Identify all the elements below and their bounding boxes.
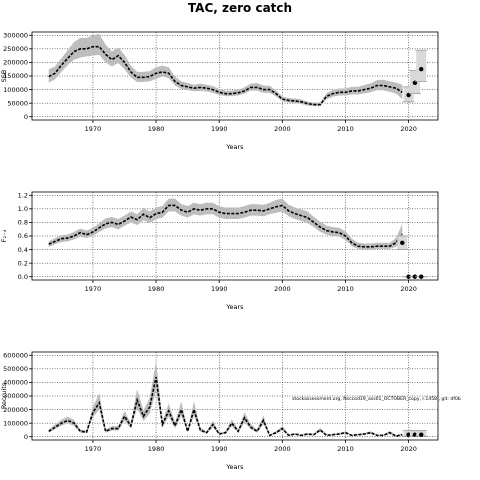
source-annotation: stockassessment.org, Nsccod19_ass01_OCTO…: [292, 396, 461, 402]
f24-xtick-label-2000: 2000: [274, 285, 291, 293]
figure-title: TAC, zero catch: [188, 1, 292, 15]
recruits-xtick-label-1980: 1980: [148, 445, 165, 453]
recruits-ytick-label-4: 400000: [3, 379, 28, 387]
f24-forecast-point-2020: [406, 274, 411, 279]
recruits-ytick-label-2: 200000: [3, 406, 28, 414]
ssb-xtick-label-1980: 1980: [148, 125, 165, 133]
f24-xtick-label-1980: 1980: [148, 285, 165, 293]
f24-ytick-label-5: 1.0: [18, 205, 28, 213]
f24-ytick-label-1: 0.2: [18, 259, 28, 267]
f24-panel: 1970 1980 1990 2000 2010 2020 0.0 0.2 0.4 0.6 0.8 1…: [0, 191, 439, 311]
recruits-forecast-point-2022: [419, 432, 424, 437]
recruits-panel: 1970 1980 1990 2000 2010 2020 0 100000 200000 300…: [0, 351, 439, 471]
recruits-ytick-label-5: 500000: [3, 365, 28, 373]
ssb-confidence-band: [48, 33, 403, 107]
f24-ytick-label-2: 0.4: [18, 246, 28, 254]
f24-xtick-label-2010: 2010: [337, 285, 354, 293]
recruits-ytick-label-0: 0: [24, 433, 28, 441]
f24-ylabel: F₂₋₄: [0, 229, 8, 242]
f24-estimate-line: [48, 204, 403, 248]
recruits-xtick-label-2000: 2000: [274, 445, 291, 453]
ssb-ytick-label-1: 50000: [7, 99, 28, 107]
f24-ytick-label-4: 0.8: [18, 219, 28, 227]
f24-xtick-label-2020: 2020: [400, 285, 417, 293]
recruits-xlabel: Years: [225, 463, 244, 471]
ssb-ytick-label-3: 150000: [3, 72, 28, 80]
f24-confidence-band: [48, 198, 403, 250]
recruits-ylabel: Recruits: [0, 382, 8, 409]
recruits-xtick-label-2010: 2010: [337, 445, 354, 453]
f24-xtick-label-1970: 1970: [85, 285, 102, 293]
f24-ytick-label-6: 1.2: [18, 191, 28, 199]
recruits-xtick-label-2020: 2020: [400, 445, 417, 453]
ssb-xlabel: Years: [225, 143, 244, 151]
ssb-forecast-point-2022: [419, 67, 424, 72]
f24-forecast-point-2022: [419, 274, 424, 279]
ssb-estimate-line: [48, 45, 403, 106]
ssb-ytick-label-0: 0: [24, 113, 28, 121]
ssb-xtick-label-2020: 2020: [400, 125, 417, 133]
recruits-ytick-label-6: 600000: [3, 351, 28, 359]
f24-ytick-label-0: 0.0: [18, 273, 28, 281]
recruits-xtick-label-1970: 1970: [85, 445, 102, 453]
f24-forecast-point-2021: [412, 274, 418, 279]
ssb-forecast-interval-2022: [416, 50, 427, 82]
ssb-ytick-label-4: 200000: [3, 59, 28, 67]
ssb-ytick-label-6: 300000: [3, 31, 28, 39]
ssb-ylabel: SSB: [0, 70, 8, 83]
recruits-ytick-label-1: 100000: [3, 419, 28, 427]
ssb-ytick-label-5: 250000: [3, 45, 28, 53]
f24-ytick-label-3: 0.6: [18, 232, 28, 240]
recruits-estimate-line: [48, 376, 403, 437]
f24-xlabel: Years: [225, 303, 244, 311]
ssb-xtick-label-2000: 2000: [274, 125, 291, 133]
ssb-ytick-label-2: 100000: [3, 86, 28, 94]
ssb-panel: 1970 1980 1990 2000 2010 2020 0 50000 100000 1500…: [0, 31, 439, 151]
recruits-xtick-label-1990: 1990: [211, 445, 228, 453]
recruits-ytick-label-3: 300000: [3, 392, 28, 400]
f24-forecast-point-2019: [400, 240, 405, 245]
ssb-xtick-label-1990: 1990: [211, 125, 228, 133]
ssb-xtick-label-1970: 1970: [85, 125, 102, 133]
f24-xtick-label-1990: 1990: [211, 285, 228, 293]
ssb-xtick-label-2010: 2010: [337, 125, 354, 133]
